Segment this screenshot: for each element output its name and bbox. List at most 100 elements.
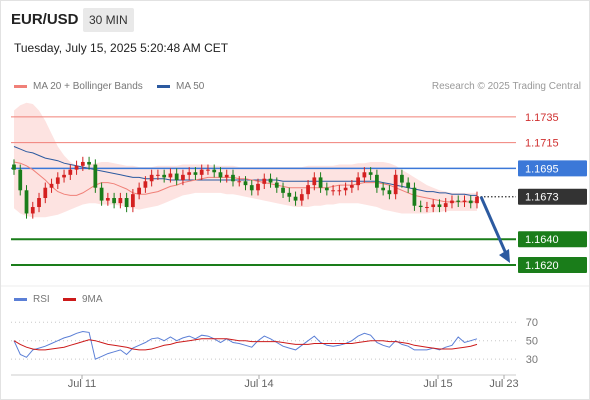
candle-body (337, 190, 342, 192)
candle-body (268, 178, 273, 183)
forecast-arrow-head (499, 248, 510, 263)
candle-body (281, 187, 285, 193)
candle-body (418, 205, 423, 208)
candle-body (12, 164, 16, 170)
legend-rsi: RSI (14, 294, 50, 305)
rsi-tick-label: 70 (526, 317, 538, 329)
candle-body (162, 174, 167, 178)
timestamp: Tuesday, July 15, 2025 5:20:48 AM CET (14, 41, 229, 55)
candle-body (287, 192, 292, 197)
candle-body (306, 185, 310, 195)
candle-body (124, 198, 129, 208)
price-label-box (518, 231, 587, 248)
candle-body (237, 181, 242, 183)
candle-body (450, 200, 454, 204)
legend-ma50: MA 50 (157, 81, 204, 92)
candle-body (375, 174, 379, 188)
ma9-swatch (63, 298, 76, 301)
candle-body (37, 198, 41, 208)
candle-body (356, 177, 360, 186)
price-label-1-1640: 1.1640 (525, 234, 559, 246)
candle-body (475, 196, 479, 204)
candle-body (249, 185, 254, 191)
candle-body (49, 183, 54, 188)
price-label-1-1695: 1.1695 (525, 163, 559, 175)
candle-body (231, 174, 235, 182)
x-tick-label: Jul 14 (244, 378, 273, 390)
candle-body (181, 174, 185, 180)
candle-body (80, 161, 85, 166)
candle-body (456, 200, 461, 202)
candle-body (168, 173, 173, 178)
candle-body (274, 182, 279, 188)
legend-ma20: MA 20 + Bollinger Bands (14, 81, 143, 92)
legend-rsi-label: RSI (33, 294, 50, 305)
forecast-arrow-shaft (479, 196, 509, 257)
candle-body (174, 173, 179, 180)
rsi-line (13, 330, 478, 360)
price-label-1-1715: 1.1715 (525, 138, 559, 150)
candle-body (131, 194, 135, 208)
x-tick-label: Jul 11 (68, 378, 97, 390)
candle-body (462, 200, 467, 202)
candle-body (118, 198, 123, 204)
candle-body (400, 174, 404, 183)
candle-body (156, 174, 160, 176)
timeframe-badge[interactable]: 30 MIN (83, 8, 134, 32)
candle-body (18, 169, 23, 191)
candle-body (312, 177, 317, 186)
candle-body (443, 203, 448, 208)
candle-body (68, 169, 73, 175)
price-label-1-1673: 1.1673 (525, 192, 559, 204)
rsi-9ma-line (13, 338, 478, 351)
price-label-box (518, 256, 587, 273)
candle-body (149, 174, 154, 182)
candle-body (74, 165, 79, 170)
candle-body (87, 161, 91, 165)
candle-body (212, 169, 217, 173)
candle-body (224, 174, 229, 178)
candle-body (256, 183, 260, 191)
candle-body (112, 198, 116, 204)
candle-body (387, 190, 392, 195)
candle-body (368, 172, 373, 175)
candle-body (437, 204, 442, 208)
price-label-1-1620: 1.1620 (525, 260, 559, 272)
legend-ma50-label: MA 50 (176, 81, 205, 92)
rsi-tick-label: 30 (526, 354, 538, 366)
bollinger-band-fill (14, 102, 477, 218)
ma20-swatch (14, 85, 27, 88)
price-label-box (518, 188, 587, 205)
candle-body (24, 190, 29, 214)
candle-body (293, 196, 298, 201)
candle-body (199, 169, 204, 175)
candle-body (143, 181, 148, 188)
candle-body (406, 182, 411, 188)
candle-body (99, 187, 104, 201)
candle-body (93, 164, 98, 188)
x-tick-label: Jul 23 (489, 378, 518, 390)
rsi-swatch (14, 298, 27, 301)
credit-text: Research © 2025 Trading Central (431, 81, 581, 92)
legend-9ma: 9MA (63, 294, 103, 305)
symbol-title: EUR/USD (11, 11, 79, 28)
candle-body (193, 172, 198, 175)
candle-body (425, 207, 429, 209)
candle-body (318, 177, 323, 188)
candle-body (362, 172, 367, 178)
candle-body (43, 187, 48, 199)
candle-body (206, 169, 210, 171)
rsi-tick-label: 50 (526, 336, 538, 348)
candle-body (412, 187, 417, 206)
candle-body (137, 187, 142, 195)
candle-body (105, 198, 110, 201)
ma50-swatch (157, 85, 170, 88)
candle-body (218, 172, 223, 178)
candle-body (262, 178, 267, 184)
candle-body (343, 187, 348, 191)
candle-body (324, 187, 329, 191)
price-label-box (518, 160, 587, 177)
candle-body (349, 185, 354, 188)
